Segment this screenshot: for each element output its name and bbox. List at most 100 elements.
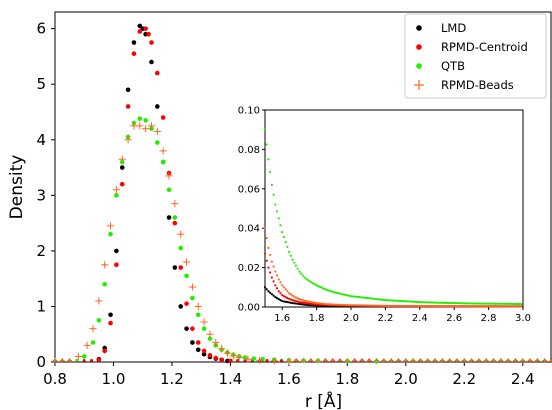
inset-data-point-rpmd-beads bbox=[456, 305, 459, 308]
inset-data-point-rpmd-centroid bbox=[303, 301, 306, 305]
inset-data-point-qtb bbox=[368, 297, 372, 300]
inset-data-point-qtb bbox=[339, 292, 342, 295]
inset-data-point-rpmd-beads bbox=[372, 304, 375, 307]
inset-data-point-qtb bbox=[444, 301, 447, 304]
inset-data-point-rpmd-beads bbox=[478, 305, 482, 308]
y-axis-label: Density bbox=[7, 155, 27, 220]
inset-data-point-lmd bbox=[282, 300, 286, 303]
inset-data-point-qtb bbox=[463, 302, 466, 305]
inset-data-point-rpmd-beads bbox=[332, 303, 335, 306]
data-point-rpmd-centroid bbox=[207, 353, 213, 358]
inset-data-point-rpmd-beads bbox=[501, 305, 504, 308]
inset-data-point-qtb bbox=[363, 296, 366, 299]
inset-data-point-qtb bbox=[346, 294, 349, 297]
data-point-rpmd-centroid bbox=[82, 359, 86, 362]
data-point-rpmd-beads bbox=[549, 358, 552, 363]
data-point-rpmd-beads bbox=[337, 358, 343, 363]
inset-data-point-rpmd-beads bbox=[303, 299, 306, 302]
data-point-rpmd-centroid bbox=[137, 29, 143, 34]
inset-data-point-rpmd-beads bbox=[281, 284, 284, 287]
inset-data-point-qtb bbox=[499, 302, 502, 305]
inset-y-tick-label: 0.00 bbox=[238, 303, 260, 314]
inset-data-point-qtb bbox=[427, 301, 430, 304]
inset-data-point-rpmd-centroid bbox=[308, 302, 311, 305]
data-point-rpmd-beads bbox=[142, 125, 150, 133]
inset-data-point-qtb bbox=[501, 302, 504, 305]
inset-data-point-qtb bbox=[348, 294, 351, 297]
data-point-rpmd-beads bbox=[112, 186, 120, 194]
inset-data-point-qtb bbox=[502, 302, 506, 305]
inset-data-point-rpmd-beads bbox=[470, 305, 473, 308]
inset-data-point-qtb bbox=[293, 261, 296, 264]
data-point-lmd bbox=[137, 23, 143, 29]
x-tick-label: 2.4 bbox=[511, 370, 535, 388]
inset-data-point-qtb bbox=[466, 302, 470, 305]
data-point-qtb bbox=[178, 245, 184, 251]
inset-data-point-rpmd-beads bbox=[429, 304, 432, 308]
inset-data-point-rpmd-beads bbox=[444, 305, 447, 308]
data-point-rpmd-beads bbox=[159, 147, 167, 155]
inset-data-point-rpmd-beads bbox=[416, 304, 420, 308]
inset-data-point-qtb bbox=[494, 302, 497, 305]
inset-data-point-rpmd-beads bbox=[346, 304, 349, 307]
data-point-rpmd-beads bbox=[270, 357, 278, 365]
inset-data-point-qtb bbox=[487, 302, 490, 305]
y-tick-label: 3 bbox=[36, 186, 46, 204]
inset-data-point-qtb bbox=[387, 299, 390, 302]
inset-data-point-qtb bbox=[265, 143, 268, 146]
inset-data-point-qtb bbox=[277, 217, 280, 220]
data-point-rpmd-beads bbox=[212, 338, 220, 347]
data-point-rpmd-beads bbox=[483, 358, 489, 363]
inset-data-point-rpmd-beads bbox=[449, 305, 452, 308]
inset-data-point-qtb bbox=[468, 302, 471, 305]
data-point-qtb bbox=[166, 187, 172, 193]
inset-x-tick-label: 2.0 bbox=[343, 313, 359, 324]
inset-data-point-qtb bbox=[484, 302, 487, 305]
inset-data-point-rpmd-beads bbox=[306, 300, 310, 303]
inset-data-point-rpmd-centroid bbox=[298, 300, 301, 304]
inset-data-point-rpmd-beads bbox=[418, 304, 421, 308]
inset-data-point-qtb bbox=[377, 298, 380, 301]
y-tick-label: 6 bbox=[36, 20, 46, 38]
data-point-qtb bbox=[96, 318, 102, 323]
inset-data-point-qtb bbox=[416, 300, 420, 304]
inset-data-point-qtb bbox=[310, 281, 313, 284]
inset-data-point-rpmd-beads bbox=[377, 304, 380, 307]
inset-data-point-qtb bbox=[270, 183, 273, 186]
inset-data-point-qtb bbox=[454, 301, 458, 305]
inset-data-point-rpmd-centroid bbox=[265, 259, 268, 262]
inset-data-point-qtb bbox=[284, 240, 287, 244]
inset-data-point-rpmd-beads bbox=[361, 304, 365, 307]
inset-data-point-qtb bbox=[504, 302, 507, 305]
x-tick-label: 2.2 bbox=[452, 370, 476, 388]
data-point-qtb bbox=[190, 295, 195, 301]
inset-data-point-rpmd-centroid bbox=[291, 299, 294, 302]
data-point-rpmd-centroid bbox=[143, 26, 148, 31]
inset-data-point-qtb bbox=[477, 302, 480, 305]
inset-data-point-rpmd-beads bbox=[511, 305, 514, 308]
inset-data-point-rpmd-beads bbox=[492, 305, 495, 308]
inset-data-point-qtb bbox=[306, 278, 310, 282]
data-point-rpmd-beads bbox=[542, 358, 548, 363]
data-point-rpmd-centroid bbox=[213, 355, 219, 361]
inset-data-point-rpmd-beads bbox=[336, 303, 339, 306]
data-point-rpmd-centroid bbox=[195, 340, 201, 345]
inset-data-point-rpmd-beads bbox=[494, 305, 497, 308]
inset-plot-area: 1.6 1.8 2.0 2.2 2.4 2.6 2.8 3.0 0.00 0.02 0.04 0.06… bbox=[238, 106, 531, 325]
inset-data-point-rpmd-beads bbox=[343, 303, 346, 307]
inset-data-point-qtb bbox=[263, 128, 267, 131]
data-point-rpmd-beads bbox=[106, 222, 115, 230]
data-point-rpmd-centroid bbox=[160, 115, 166, 120]
inset-data-point-rpmd-beads bbox=[468, 305, 471, 308]
inset-data-point-rpmd-beads bbox=[451, 305, 454, 308]
inset-data-point-rpmd-beads bbox=[368, 304, 372, 307]
inset-data-point-rpmd-beads bbox=[363, 304, 366, 307]
inset-data-point-rpmd-beads bbox=[294, 296, 298, 299]
inset-data-point-rpmd-centroid bbox=[284, 296, 287, 299]
inset-data-point-rpmd-beads bbox=[265, 236, 268, 240]
inset-data-point-qtb bbox=[275, 210, 279, 213]
inset-data-point-rpmd-beads bbox=[465, 305, 468, 308]
data-point-rpmd-centroid bbox=[228, 358, 233, 364]
x-tick-label: 1.4 bbox=[218, 370, 242, 388]
inset-data-point-rpmd-beads bbox=[373, 304, 377, 307]
